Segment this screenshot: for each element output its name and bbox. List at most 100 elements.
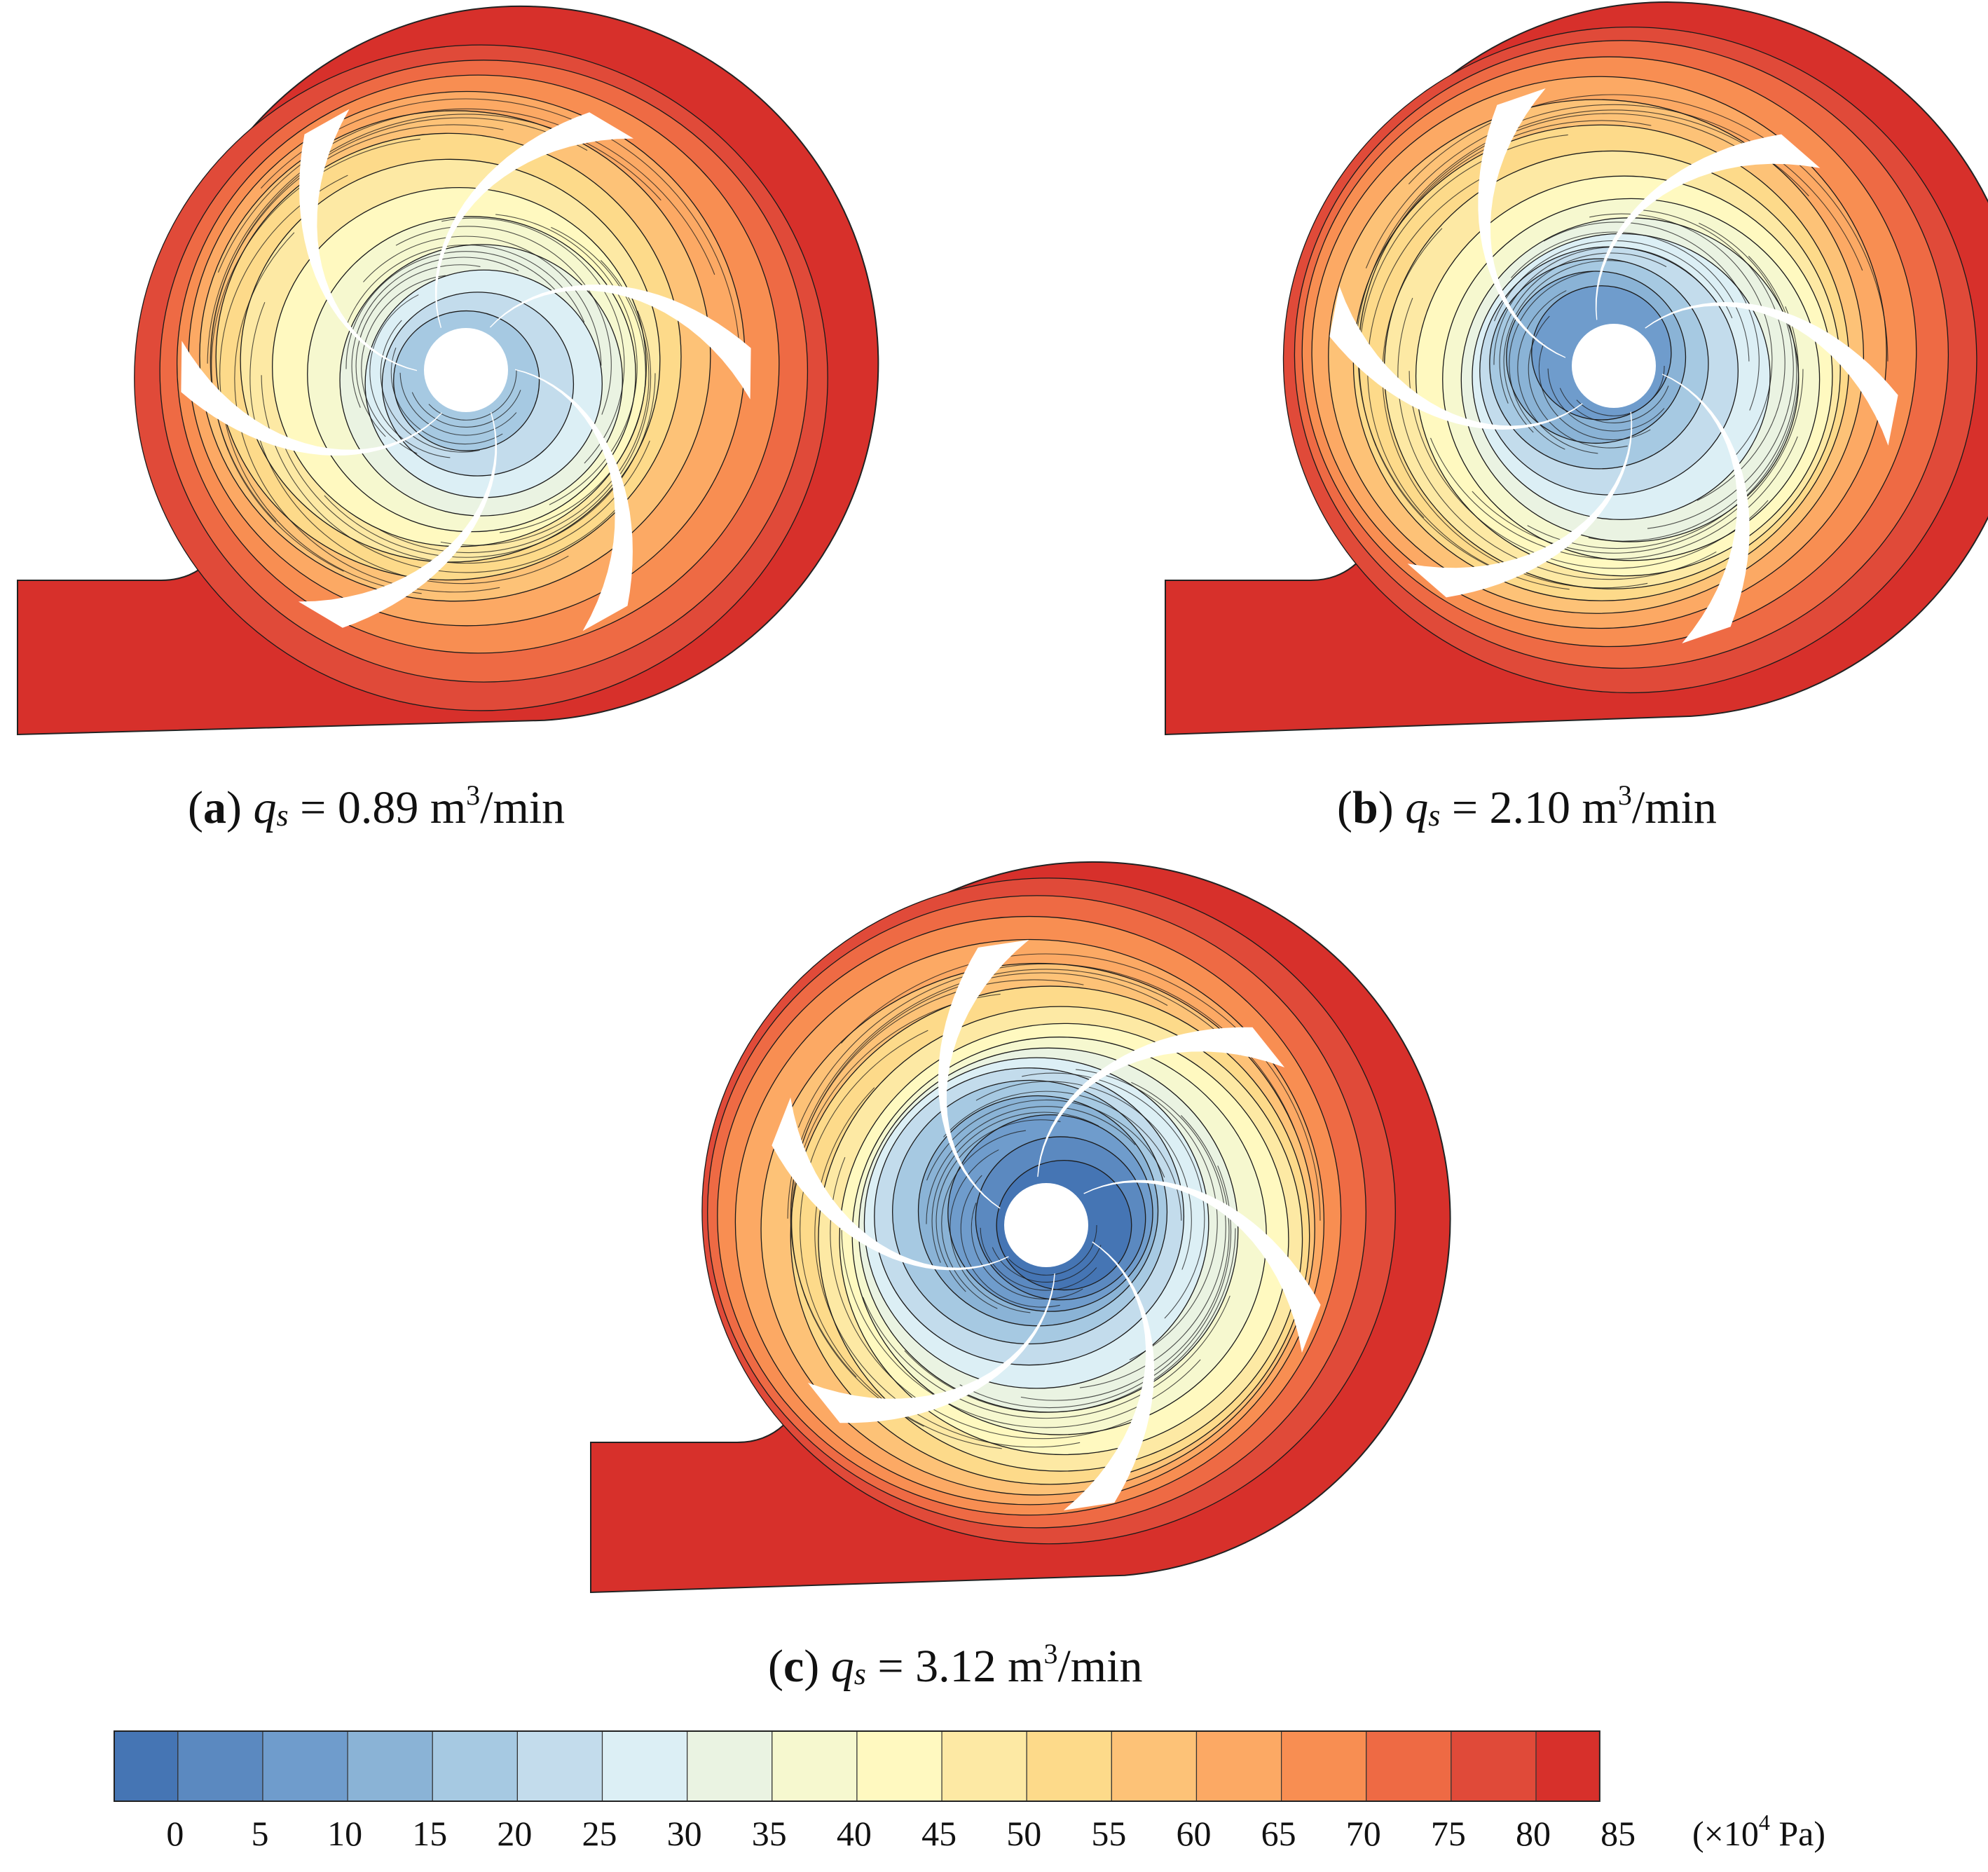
colorbar-tick-label: 80 <box>1516 1814 1551 1853</box>
contour-line <box>261 375 621 573</box>
contour-line <box>1022 1072 1205 1319</box>
contour-line <box>217 108 715 275</box>
impeller-blade-b-2 <box>1407 411 1633 598</box>
impeller-blade-b-3 <box>1329 286 1583 430</box>
colorbar-tick-label: 45 <box>921 1814 957 1853</box>
caption-b: (b) qs = 2.10 m3/min <box>1337 779 1717 833</box>
contour-line <box>1494 240 1733 322</box>
impeller-blade-c-6 <box>1083 1180 1321 1353</box>
contour-line <box>814 1087 1081 1448</box>
colorbar-tick-label: 20 <box>497 1814 533 1853</box>
contour-line <box>1359 134 1568 568</box>
colorbar-swatch-10 <box>941 1730 1027 1802</box>
colorbar-frame <box>114 1730 1600 1802</box>
impeller-hub-c <box>1004 1183 1088 1267</box>
colorbar-swatch-11 <box>1026 1730 1112 1802</box>
contour-line <box>862 1295 1230 1419</box>
impeller-blade-a-2 <box>298 411 498 628</box>
colorbar-swatch-14 <box>1281 1730 1367 1802</box>
contour-line <box>791 993 1001 1427</box>
colorbar-swatch-6 <box>601 1730 688 1802</box>
contour-panel-c <box>590 861 1451 1594</box>
contour-line <box>1499 252 1667 404</box>
contour-line <box>1367 170 1570 590</box>
contour-line <box>840 953 1321 1221</box>
contour-line <box>440 260 650 546</box>
contour-line <box>363 235 602 366</box>
colorbar-swatch-9 <box>856 1730 942 1802</box>
contour-line <box>1527 306 1800 549</box>
contour-line <box>1643 210 1785 501</box>
contour-line <box>369 294 451 458</box>
impeller-blade-a-3 <box>181 341 443 456</box>
contour-line <box>935 1119 1061 1292</box>
impeller-hub-b <box>1572 324 1656 408</box>
contour-line <box>399 372 517 436</box>
impeller-blade-c-3 <box>772 1097 1009 1271</box>
contour-line <box>1543 221 1760 411</box>
colorbar-swatch-2 <box>262 1730 348 1802</box>
contour-line <box>1408 94 1888 362</box>
colorbar-tick-label: 65 <box>1261 1814 1296 1853</box>
contour-line <box>787 969 1242 1219</box>
contour-line <box>380 320 480 453</box>
colorbar-swatch-17 <box>1535 1730 1600 1802</box>
contour-line <box>975 1081 1192 1270</box>
impeller-blade-a-5 <box>434 112 634 329</box>
contour-line <box>395 226 612 415</box>
contour-line <box>1503 260 1629 433</box>
contour-line <box>1588 256 1797 542</box>
contour-line <box>428 369 517 421</box>
colorbar-swatch-7 <box>687 1730 773 1802</box>
colorbar-swatch-16 <box>1451 1730 1537 1802</box>
contour-line <box>941 1130 1026 1309</box>
contour-line <box>282 440 650 564</box>
contour-line <box>1472 369 1804 554</box>
contour-line <box>346 244 585 326</box>
contour-line <box>1528 315 1628 449</box>
colorbar-tick-label: 55 <box>1091 1814 1127 1853</box>
contour-line <box>1430 436 1798 560</box>
contour-line <box>260 98 741 366</box>
contour-line <box>943 1091 1182 1221</box>
impeller-blade-c-5 <box>1037 1027 1285 1177</box>
contour-line <box>1538 343 1651 441</box>
impeller-blade-a-6 <box>489 285 751 399</box>
colorbar-tick-label: 35 <box>751 1814 787 1853</box>
contour-line <box>211 138 420 572</box>
contour-line <box>830 1156 1149 1440</box>
contour-line <box>1509 271 1593 450</box>
contour-line <box>1008 1224 1097 1276</box>
colorbar-tick-label: 30 <box>666 1814 702 1853</box>
colorbar-tick-label: 40 <box>836 1814 872 1853</box>
impeller-blade-a-4 <box>299 109 417 371</box>
contour-line <box>1397 297 1717 580</box>
colorbar-swatch-13 <box>1195 1730 1282 1802</box>
contour-line <box>926 1106 1136 1224</box>
colorbar-tick-label: 60 <box>1176 1814 1212 1853</box>
colorbar-swatch-0 <box>114 1730 179 1802</box>
colorbar-swatch-4 <box>432 1730 518 1802</box>
contour-line <box>1647 222 1794 529</box>
contour-line <box>324 373 656 558</box>
contour-line <box>1547 368 1665 432</box>
contour-line <box>499 226 646 533</box>
contour-line <box>249 301 569 585</box>
contour-line <box>1517 290 1598 454</box>
contour-line <box>355 264 481 437</box>
colorbar-tick-label: 70 <box>1345 1814 1381 1853</box>
colorbar-swatch-5 <box>516 1730 603 1802</box>
contour-line <box>351 257 519 408</box>
contour-panel-a <box>17 5 879 736</box>
impeller-blade-b-4 <box>1478 88 1566 358</box>
impeller-hub-a <box>424 328 508 412</box>
impeller-blade-c-1 <box>1063 1241 1155 1510</box>
contour-line <box>1020 1115 1230 1401</box>
colorbar-tick-label: 85 <box>1600 1814 1636 1853</box>
contour-line <box>980 1227 1097 1291</box>
contour-line <box>950 1149 1031 1313</box>
contour-line <box>1382 228 1648 589</box>
contour-line <box>1079 1081 1226 1388</box>
contour-line <box>1576 365 1665 416</box>
